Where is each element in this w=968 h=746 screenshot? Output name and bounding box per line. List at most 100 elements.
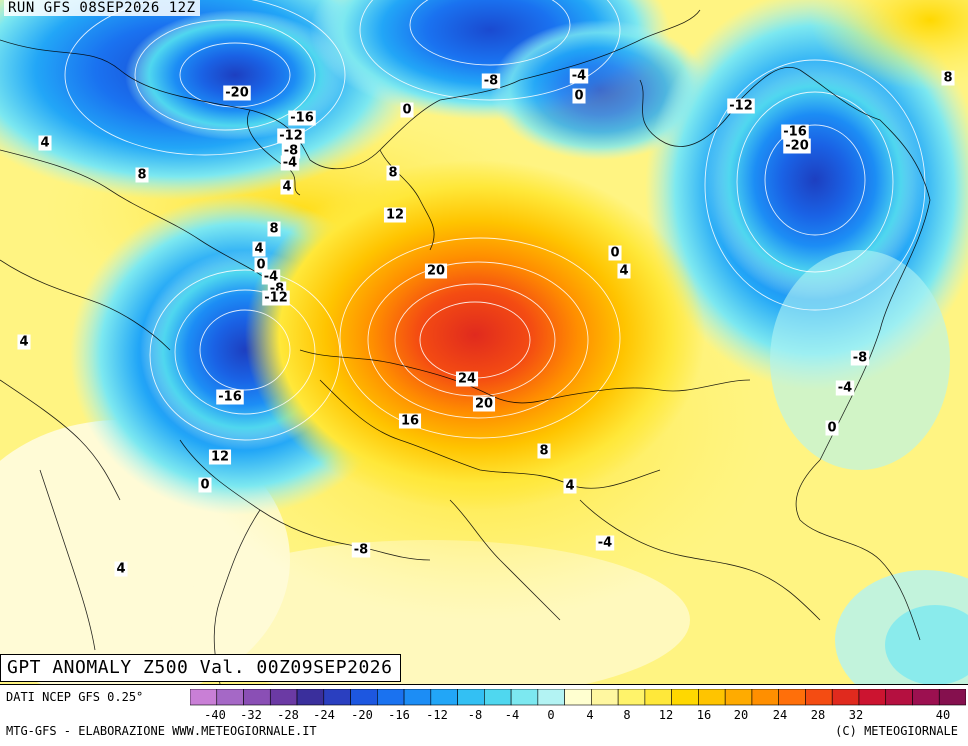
contour-label-bg bbox=[135, 167, 149, 183]
contour-label: 20 bbox=[427, 264, 445, 279]
legend-tick-label: -4 bbox=[505, 708, 519, 722]
legend-swatch bbox=[350, 689, 378, 706]
contour-label-bg bbox=[572, 88, 586, 104]
contour-label: -4 bbox=[264, 270, 278, 285]
contour-label-bg bbox=[261, 269, 281, 285]
legend-tick-label: 40 bbox=[936, 708, 950, 722]
legend-swatch bbox=[296, 689, 325, 706]
contour-label-bg bbox=[267, 221, 281, 237]
legend-swatch bbox=[698, 689, 726, 706]
legend-swatch bbox=[858, 689, 887, 706]
contour-label-bg bbox=[280, 155, 300, 171]
contour-label-bg bbox=[398, 413, 422, 429]
legend-swatch bbox=[591, 689, 619, 706]
contour-label-bg bbox=[781, 124, 809, 140]
contour-label-bg bbox=[569, 68, 589, 84]
contour-label-bg bbox=[280, 179, 294, 195]
contour-label-bg bbox=[252, 241, 266, 257]
contour-label-bg bbox=[835, 380, 855, 396]
contour-label-bg bbox=[254, 257, 268, 273]
legend-swatch bbox=[323, 689, 351, 706]
contour-label: -12 bbox=[729, 99, 753, 114]
legend-tick-label: -32 bbox=[240, 708, 262, 722]
contour-label-bg bbox=[114, 561, 128, 577]
contour-label: -16 bbox=[783, 125, 807, 140]
legend-swatch bbox=[269, 689, 298, 706]
contour-label: 24 bbox=[458, 372, 476, 387]
contour-label: -20 bbox=[225, 86, 249, 101]
contour-label: -4 bbox=[838, 381, 852, 396]
contour-label: 16 bbox=[401, 414, 419, 429]
contour-label: 4 bbox=[282, 180, 291, 195]
legend-swatch bbox=[885, 689, 913, 706]
contour-label-bg bbox=[472, 396, 496, 412]
contour-label-bg bbox=[223, 85, 251, 101]
contour-label: 0 bbox=[256, 258, 265, 273]
legend-swatch bbox=[751, 689, 779, 706]
footer-credit: MTG-GFS - ELABORAZIONE WWW.METEOGIORNALE… bbox=[6, 724, 317, 738]
contour-label-bg bbox=[277, 128, 305, 144]
data-source-label: DATI NCEP GFS 0.25° bbox=[6, 690, 144, 704]
legend-swatch bbox=[190, 689, 218, 706]
legend-tick-label: 32 bbox=[849, 708, 863, 722]
legend-tick-label: -28 bbox=[277, 708, 299, 722]
contour-label: 0 bbox=[200, 478, 209, 493]
legend-swatch bbox=[671, 689, 699, 706]
contour-label: -4 bbox=[598, 536, 612, 551]
contour-label: -16 bbox=[290, 111, 314, 126]
contour-label-bg bbox=[537, 443, 551, 459]
contour-label-bg bbox=[281, 143, 301, 159]
legend-tick-label: -8 bbox=[468, 708, 482, 722]
contour-label-bg bbox=[288, 110, 316, 126]
legend-swatch bbox=[484, 689, 512, 706]
anomaly-map: -20-16-12-8-448-8 -400 -12-16-2084881240-4… bbox=[0, 0, 968, 684]
legend-swatch bbox=[377, 689, 405, 706]
contour-label: 8 bbox=[539, 444, 548, 459]
legend-swatch bbox=[644, 689, 672, 706]
contour-label-bg bbox=[198, 477, 212, 493]
legend-swatch bbox=[831, 689, 860, 706]
legend-swatch bbox=[537, 689, 565, 706]
contour-label-bg bbox=[595, 535, 615, 551]
legend-tick-label: 8 bbox=[623, 708, 630, 722]
contour-label: 4 bbox=[116, 562, 125, 577]
legend-swatch bbox=[457, 689, 485, 706]
contour-label: -8 bbox=[354, 543, 368, 558]
contour-label-bg bbox=[850, 350, 870, 366]
contour-label: 0 bbox=[610, 246, 619, 261]
contour-label: 0 bbox=[574, 89, 583, 104]
contour-label-bg bbox=[727, 98, 755, 114]
legend-swatch bbox=[216, 689, 244, 706]
contour-label: 12 bbox=[211, 450, 229, 465]
legend-tick-label: 28 bbox=[811, 708, 825, 722]
contour-label: 4 bbox=[254, 242, 263, 257]
legend-tick-label: -20 bbox=[351, 708, 373, 722]
contour-label: 4 bbox=[619, 264, 628, 279]
contour-label-bg bbox=[424, 263, 448, 279]
contour-label-bg bbox=[208, 449, 232, 465]
legend-tick-label: 4 bbox=[586, 708, 593, 722]
contour-label-bg bbox=[455, 371, 479, 387]
legend-swatch bbox=[778, 689, 806, 706]
contour-label: -4 bbox=[572, 69, 586, 84]
legend-swatch bbox=[243, 689, 271, 706]
legend-swatch bbox=[938, 689, 966, 706]
legend-tick-label: -12 bbox=[426, 708, 448, 722]
contour-label-bg bbox=[608, 245, 622, 261]
run-title: RUN GFS 08SEP2026 12Z bbox=[4, 0, 200, 16]
footer-copyright: (C) METEOGIORNALE bbox=[835, 724, 958, 738]
contour-label: -12 bbox=[264, 291, 288, 306]
contour-label: -12 bbox=[279, 129, 303, 144]
contour-label: -16 bbox=[218, 390, 242, 405]
legend-tick-label: 24 bbox=[773, 708, 787, 722]
contour-label: 8 bbox=[269, 222, 278, 237]
contour-label-bg bbox=[351, 542, 371, 558]
contour-label: 12 bbox=[386, 208, 404, 223]
contour-label: -8 bbox=[853, 351, 867, 366]
legend-swatch bbox=[430, 689, 458, 706]
legend-tick-label: 16 bbox=[697, 708, 711, 722]
contour-label: 8 bbox=[388, 166, 397, 181]
color-scale-legend: -40 -32 -28 -24 -20 -16 -12 -8 -4 0 4 8 12 16 20 24 28 32… bbox=[190, 689, 966, 722]
contour-label-bg bbox=[38, 135, 52, 151]
contour-label: -4 bbox=[283, 156, 297, 171]
